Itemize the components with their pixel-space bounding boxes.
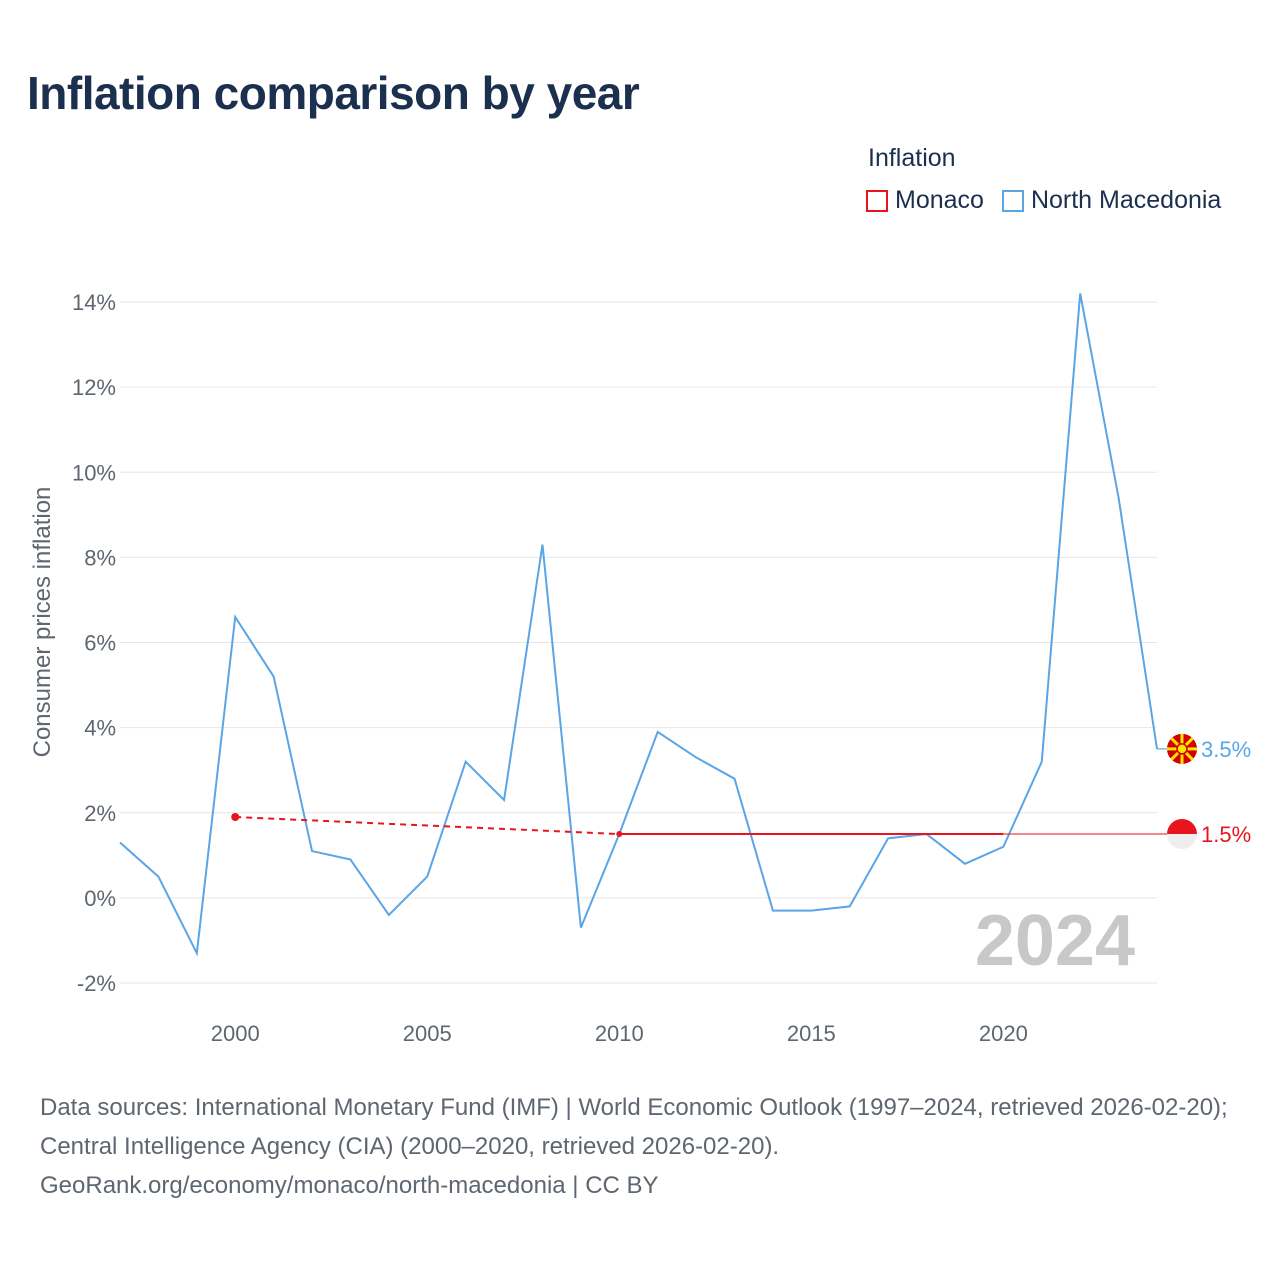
legend-swatch-monaco [866,189,888,212]
y-tick-label: 14% [72,290,116,315]
y-tick-label: 6% [84,631,116,656]
year-watermark: 2024 [975,901,1135,981]
legend-swatch-north-macedonia [1001,189,1024,212]
legend-label-north-macedonia: North Macedonia [1030,186,1222,214]
gridlines [120,301,1157,984]
x-axis-ticks: 2000 2005 2010 2015 2020 [211,1021,1028,1046]
data-sources: Data sources: International Monetary Fun… [40,1094,1228,1160]
end-label-monaco: 1.5% [1201,822,1251,847]
y-tick-label: 2% [84,801,116,826]
y-axis-ticks: -2% 0% 2% 4% 6% 8% 10% 12% 14% [72,290,116,996]
y-tick-label: -2% [77,971,116,996]
footer: Data sources: International Monetary Fun… [40,1088,1250,1205]
north-macedonia-flag-icon [1167,733,1197,764]
monaco-flag-icon [1167,819,1197,850]
x-tick-label: 2010 [595,1021,644,1046]
y-axis-label: Consumer prices inflation [29,487,56,758]
legend: Monaco North Macedonia [866,186,1221,215]
legend-title: Inflation [868,144,956,172]
line-chart: -2%0%2%4%6%8%10%12%14% 2000 2005 2010 2015 2… [29,290,1251,1046]
x-tick-label: 2015 [787,1021,836,1046]
x-tick-label: 2020 [979,1021,1028,1046]
legend-item-north-macedonia[interactable]: North Macedonia [1001,186,1222,215]
end-markers: 3.5% 1.5% [1167,733,1251,850]
series-line-monaco-dashed [235,816,620,836]
data-point-monaco [616,831,623,838]
data-point-monaco-start [231,813,240,822]
x-tick-label: 2005 [403,1021,452,1046]
legend-label-monaco: Monaco [895,186,984,214]
chart-title: Inflation comparison by year [27,67,640,119]
series-lines [119,293,1170,957]
y-tick-label: 10% [72,460,116,485]
y-tick-label: 8% [84,545,116,570]
y-tick-label: 4% [84,716,116,741]
legend-item-monaco[interactable]: Monaco [866,186,984,215]
y-tick-label: 12% [72,375,116,400]
x-tick-label: 2000 [211,1021,260,1046]
end-label-north-macedonia: 3.5% [1201,737,1251,762]
credit-link[interactable]: GeoRank.org/economy/monaco/north-macedon… [40,1172,659,1199]
y-tick-label: 0% [84,886,116,911]
series-line-north-macedonia [119,293,1158,957]
